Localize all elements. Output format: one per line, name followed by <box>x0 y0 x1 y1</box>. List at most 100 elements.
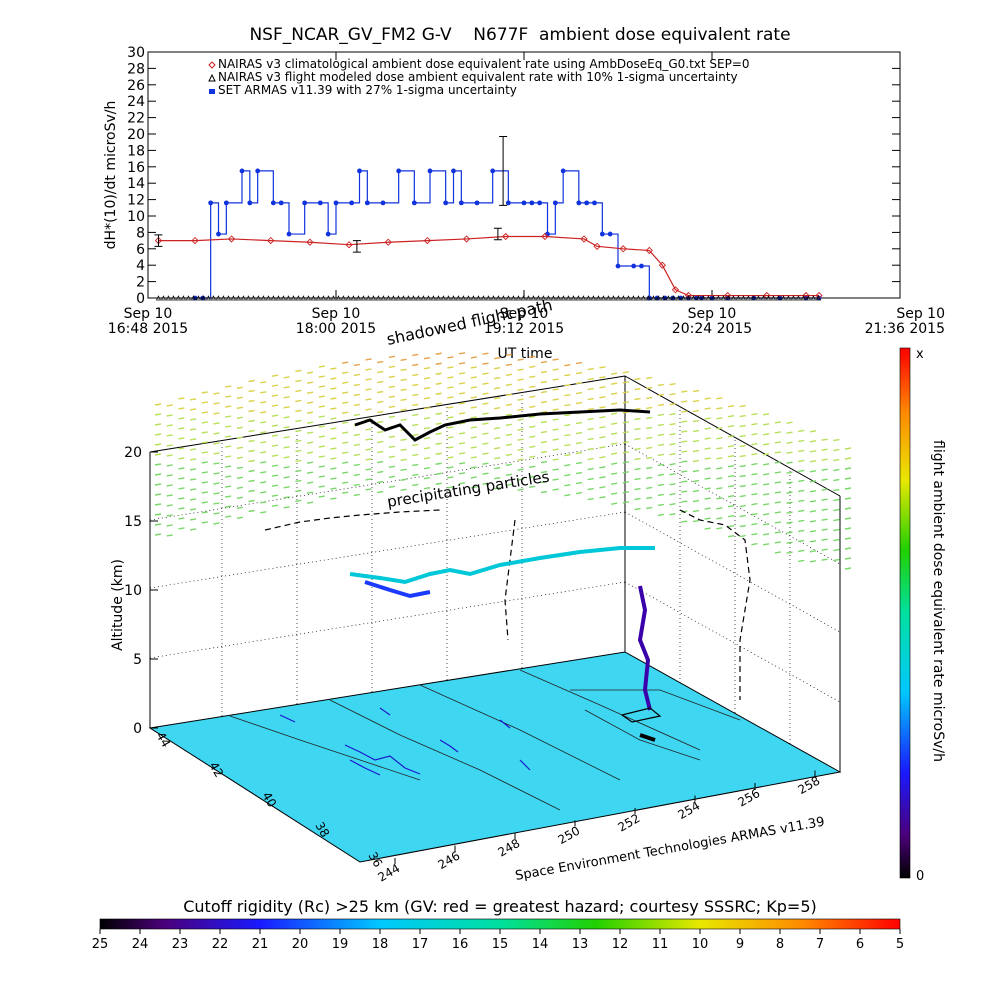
model-point <box>505 295 512 301</box>
particle-mark <box>458 352 466 355</box>
particle-mark <box>798 459 805 463</box>
particle-mark <box>622 451 629 454</box>
model-point <box>525 295 532 301</box>
particle-mark <box>248 409 255 413</box>
particle-mark <box>400 398 407 401</box>
particle-mark <box>599 376 606 379</box>
error-bar <box>493 227 502 241</box>
particle-mark <box>400 478 407 481</box>
particle-mark <box>260 441 267 444</box>
armas-point <box>560 168 566 174</box>
particle-mark <box>529 355 536 359</box>
particle-mark <box>540 370 548 374</box>
particle-mark <box>470 356 477 359</box>
particle-mark <box>447 356 454 359</box>
particle-mark <box>482 442 489 445</box>
model-point <box>550 295 557 301</box>
model-point <box>515 295 522 301</box>
particle-mark <box>552 458 559 461</box>
particle-mark <box>458 452 466 455</box>
particle-mark <box>575 431 583 435</box>
particle-mark <box>634 467 641 471</box>
particle-mark <box>178 417 185 420</box>
particle-mark <box>599 386 606 389</box>
particle-mark <box>482 372 489 375</box>
particle-mark <box>657 433 664 437</box>
particle-mark <box>470 376 477 379</box>
particle-mark <box>318 475 325 478</box>
nairas-point <box>645 246 653 255</box>
legend-label: SET ARMAS v11.39 with 27% 1-sigma uncert… <box>218 83 517 97</box>
particle-mark <box>201 441 208 444</box>
particle-mark <box>716 427 723 430</box>
particle-mark <box>564 424 571 427</box>
particle-mark <box>833 438 840 442</box>
particle-mark <box>342 471 349 474</box>
particle-mark <box>727 434 735 438</box>
particle-mark <box>330 387 337 390</box>
model-point <box>740 295 747 301</box>
particle-mark <box>774 551 781 554</box>
series-2 <box>155 295 822 301</box>
particle-mark <box>634 417 641 421</box>
particle-mark <box>412 373 419 377</box>
particle-mark <box>388 455 396 459</box>
particle-mark <box>225 385 232 388</box>
model-point <box>765 295 772 301</box>
model-point <box>800 295 807 301</box>
altitude-tick-label: 10 <box>124 583 142 599</box>
particle-mark <box>166 534 173 537</box>
particle-mark <box>657 383 664 387</box>
particle-mark <box>306 441 314 444</box>
model-point <box>380 295 387 301</box>
particle-mark <box>342 411 349 414</box>
particle-mark <box>189 428 197 431</box>
particle-mark <box>646 426 653 430</box>
particle-mark <box>833 498 840 502</box>
top-y-tick-label: 12 <box>127 193 145 209</box>
particle-mark <box>225 435 232 438</box>
particle-mark <box>517 448 524 451</box>
model-point <box>815 295 822 301</box>
particle-mark <box>763 523 770 526</box>
particle-mark <box>458 402 466 405</box>
particle-mark <box>844 517 852 520</box>
particle-mark <box>295 499 302 503</box>
particle-mark <box>599 496 606 499</box>
top-y-tick-label: 10 <box>127 209 145 225</box>
rigidity-tick-label: 10 <box>692 937 709 952</box>
top-x-tick-label-date: Sep 10 <box>688 306 737 322</box>
model-point <box>300 295 307 301</box>
particle-mark <box>833 528 840 532</box>
particle-mark <box>283 466 290 469</box>
particle-mark <box>236 396 243 399</box>
particle-mark <box>634 427 641 431</box>
particle-mark <box>833 518 840 522</box>
particle-mark <box>669 382 676 386</box>
particle-mark <box>482 472 489 475</box>
particle-mark <box>587 497 594 501</box>
particle-mark <box>681 490 688 493</box>
particle-mark <box>201 451 208 454</box>
particle-mark <box>388 445 396 449</box>
particle-mark <box>739 514 746 518</box>
armas-point <box>639 263 644 269</box>
longitude-tick-label: 248 <box>496 836 523 860</box>
model-point <box>760 295 767 301</box>
particle-mark <box>774 441 781 444</box>
particle-mark <box>657 503 664 507</box>
particle-mark <box>821 488 828 491</box>
model-point <box>795 295 802 301</box>
particle-mark <box>306 461 314 464</box>
particle-mark <box>353 413 360 417</box>
particle-mark <box>622 431 629 434</box>
armas-point <box>333 200 339 206</box>
particle-mark <box>178 487 185 490</box>
nairas-point <box>191 236 199 245</box>
particle-mark <box>681 500 688 503</box>
particle-mark <box>178 467 185 470</box>
particle-mark <box>727 534 735 538</box>
particle-mark <box>599 446 606 449</box>
armas-point <box>349 200 355 206</box>
particle-mark <box>575 481 583 485</box>
